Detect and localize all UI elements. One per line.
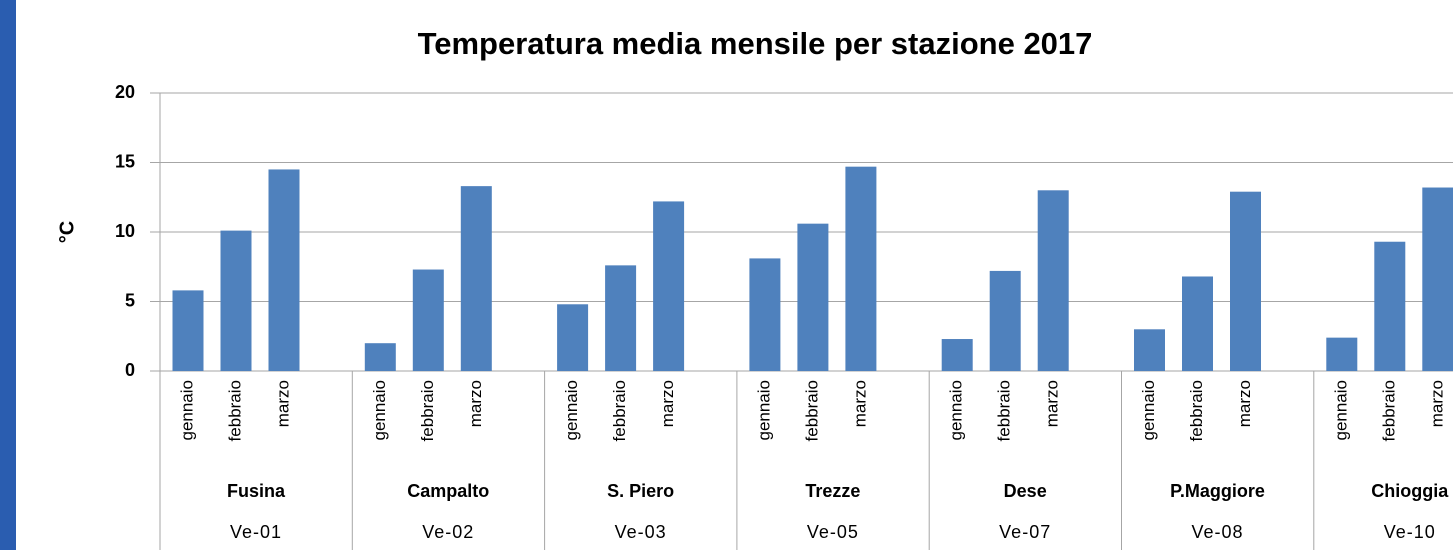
bar [1230,191,1261,371]
x-tick-label: gennaio [370,380,389,441]
y-tick-label: 5 [125,290,135,310]
frame-edge [0,0,16,550]
y-tick-label: 20 [115,82,135,102]
x-tick-label: marzo [850,380,869,427]
group-code: Ve-02 [422,522,474,542]
x-tick-label: febbraio [225,380,244,441]
x-tick-label: gennaio [947,380,966,441]
group-label: Campalto [407,481,489,501]
bar [268,169,300,371]
x-tick-label: febbraio [418,380,437,441]
group-label: Trezze [805,481,860,501]
y-tick-label: 10 [115,221,135,241]
bar [1182,276,1213,371]
bar [797,223,829,371]
x-tick-label: gennaio [177,380,196,441]
x-tick-label: gennaio [754,380,773,441]
y-tick-label: 15 [115,151,135,171]
bar [412,269,444,371]
group-label: P.Maggiore [1170,481,1265,501]
group-label: Fusina [227,481,286,501]
x-tick-label: febbraio [802,380,821,441]
bar [989,270,1021,371]
bar [1422,187,1453,371]
bar [605,265,637,371]
bar [220,230,252,371]
y-axis-label: °C [56,221,78,243]
x-tick-label: gennaio [1331,380,1350,441]
x-tick-label: marzo [273,380,292,427]
group-code: Ve-07 [999,522,1051,542]
bar [1037,190,1069,371]
x-tick-label: febbraio [1379,380,1398,441]
bar [1326,337,1358,371]
x-tick-label: febbraio [1187,380,1206,441]
x-tick-label: febbraio [995,380,1014,441]
chart-title: Temperatura media mensile per stazione 2… [418,26,1093,61]
bar [845,166,877,371]
group-code: Ve-01 [230,522,282,542]
x-tick-label: marzo [1235,380,1254,427]
bar [1374,241,1406,371]
bar [941,339,973,371]
group-code: Ve-08 [1191,522,1243,542]
x-tick-label: gennaio [562,380,581,441]
x-tick-label: febbraio [610,380,629,441]
group-label: S. Piero [607,481,674,501]
bar [749,258,781,371]
x-tick-label: marzo [1427,380,1446,427]
group-label: Chioggia [1371,481,1449,501]
x-tick-label: marzo [466,380,485,427]
bar [172,290,204,371]
group-label: Dese [1004,481,1047,501]
bar [557,304,589,371]
bar [653,201,685,371]
bar [1134,329,1165,371]
group-code: Ve-10 [1384,522,1436,542]
x-tick-label: marzo [658,380,677,427]
group-code: Ve-05 [807,522,859,542]
bar [364,343,396,371]
x-tick-label: gennaio [1139,380,1158,441]
y-tick-label: 0 [125,360,135,380]
bar [460,186,492,371]
x-tick-label: marzo [1043,380,1062,427]
group-code: Ve-03 [615,522,667,542]
